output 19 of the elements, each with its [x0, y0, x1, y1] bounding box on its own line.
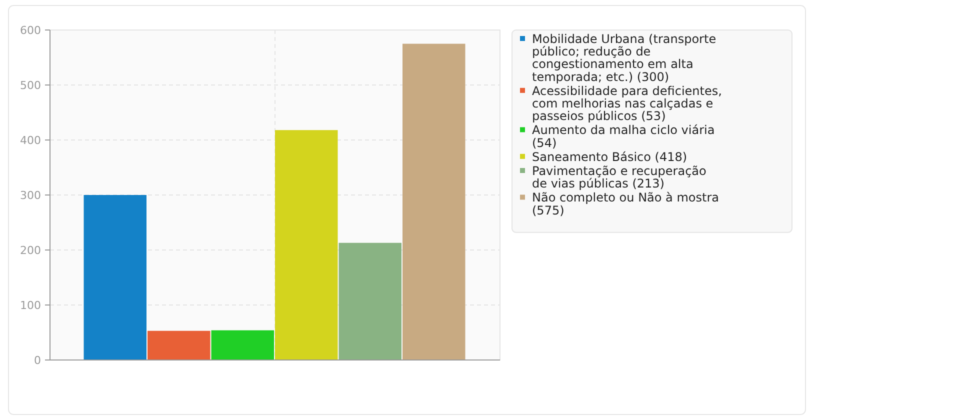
legend-label: Acessibilidade para deficientes, com melhorias nas calçadas e passeios públicos (53) — [532, 84, 722, 124]
legend-label: Pavimentação e recuperação de vias públicas (213) — [532, 164, 706, 191]
bar — [148, 330, 210, 360]
y-tick-label: 100 — [20, 298, 41, 312]
legend-label: Saneamento Básico (418) — [532, 150, 688, 164]
y-tick-label: 500 — [20, 78, 41, 92]
legend-label: Aumento da malha ciclo viária (54) — [532, 123, 715, 150]
bar — [338, 242, 402, 360]
legend-label: Mobilidade Urbana (transporte público; redução de congestionamento em alta temporada; etc.) (300) — [532, 32, 716, 84]
bar — [402, 44, 466, 360]
y-tick-label: 0 — [34, 354, 41, 367]
legend-label: Não completo ou Não à mostra (575) — [532, 190, 720, 218]
bar — [275, 130, 338, 360]
y-tick-label: 600 — [20, 24, 41, 37]
bar — [84, 195, 146, 360]
y-tick-label: 300 — [20, 188, 41, 202]
bar — [211, 330, 274, 360]
y-tick-label: 200 — [20, 244, 41, 257]
y-tick-label: 400 — [20, 134, 41, 147]
